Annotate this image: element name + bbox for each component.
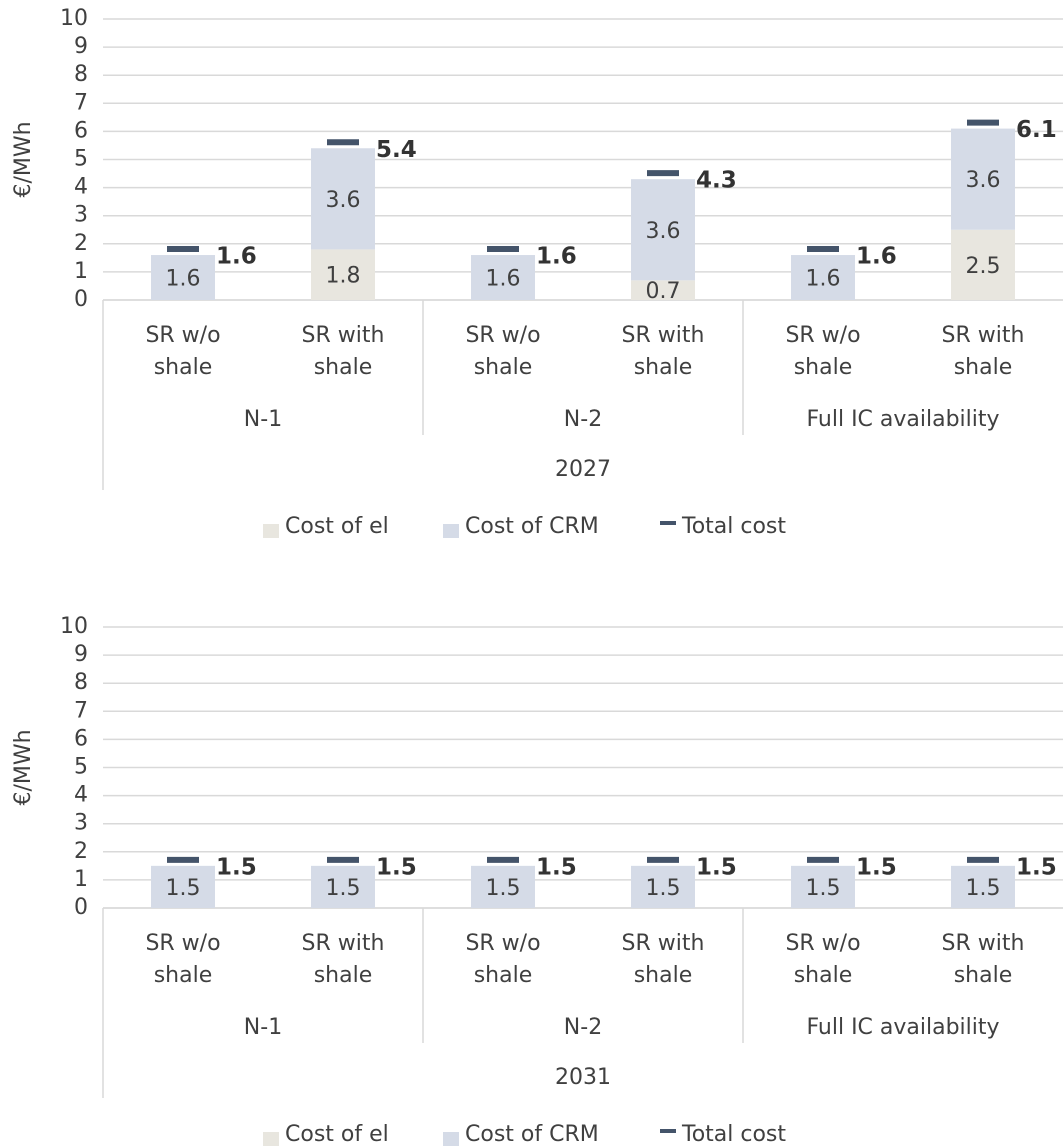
bar-label: 1.6 bbox=[806, 267, 841, 292]
total-label: 1.5 bbox=[376, 854, 417, 880]
y-tick-label: 0 bbox=[74, 287, 88, 312]
y-tick-label: 9 bbox=[74, 34, 88, 59]
y-tick-label: 8 bbox=[74, 62, 88, 87]
total-label: 1.5 bbox=[696, 854, 737, 880]
y-tick-label: 7 bbox=[74, 90, 88, 115]
bar-segment bbox=[471, 255, 535, 300]
y-tick-label: 7 bbox=[74, 698, 88, 723]
total-label: 1.5 bbox=[1016, 854, 1057, 880]
bar-segment bbox=[311, 249, 375, 300]
y-axis-label: €/MWh bbox=[11, 121, 36, 197]
bar-segment bbox=[631, 865, 695, 908]
legend-label: Total cost bbox=[681, 514, 786, 539]
y-tick-label: 2 bbox=[74, 231, 88, 256]
x-tick-label: SR w/o shale bbox=[145, 323, 221, 380]
x-tick-label: SR w/o shale bbox=[465, 931, 541, 988]
bar-label: 1.5 bbox=[166, 876, 201, 901]
bar-segment bbox=[791, 255, 855, 300]
bar-segment bbox=[951, 865, 1015, 908]
bar-segment bbox=[951, 229, 1015, 300]
bar-segment bbox=[151, 255, 215, 300]
bar-label: 3.6 bbox=[326, 188, 361, 213]
x-tick-label: SR w/o shale bbox=[785, 323, 861, 380]
y-tick-label: 2 bbox=[74, 839, 88, 864]
y-tick-label: 10 bbox=[60, 6, 88, 31]
group-label: N-1 bbox=[244, 1015, 282, 1040]
bar-label: 1.6 bbox=[486, 267, 521, 292]
bar-label: 1.5 bbox=[806, 876, 841, 901]
total-label: 1.6 bbox=[216, 244, 257, 270]
legend-swatch bbox=[263, 524, 279, 538]
x-tick-label: SR w/o shale bbox=[145, 931, 221, 988]
bar-segment bbox=[631, 280, 695, 300]
bar-label: 1.5 bbox=[486, 876, 521, 901]
total-label: 1.5 bbox=[536, 854, 577, 880]
legend-label: Cost of CRM bbox=[465, 1122, 599, 1147]
total-label: 1.6 bbox=[856, 244, 897, 270]
total-label: 1.5 bbox=[856, 854, 897, 880]
year-label: 2027 bbox=[555, 457, 611, 482]
bar-label: 3.6 bbox=[966, 168, 1001, 193]
legend-label: Cost of CRM bbox=[465, 514, 599, 539]
legend-swatch bbox=[263, 1132, 279, 1146]
bar-label: 0.7 bbox=[646, 279, 681, 304]
x-tick-label: SR with shale bbox=[301, 323, 385, 380]
legend-label: Cost of el bbox=[285, 1122, 389, 1147]
y-tick-label: 3 bbox=[74, 203, 88, 228]
legend-label: Cost of el bbox=[285, 514, 389, 539]
group-label: Full IC availability bbox=[806, 407, 999, 432]
x-tick-label: SR w/o shale bbox=[465, 323, 541, 380]
bar-segment bbox=[151, 865, 215, 908]
bar-label: 1.5 bbox=[966, 876, 1001, 901]
x-tick-label: SR with shale bbox=[621, 931, 705, 988]
x-tick-label: SR with shale bbox=[301, 931, 385, 988]
x-tick-label: SR with shale bbox=[621, 323, 705, 380]
bar-label: 1.5 bbox=[646, 876, 681, 901]
bar-label: 1.8 bbox=[326, 264, 361, 289]
x-tick-label: SR with shale bbox=[941, 931, 1025, 988]
y-tick-label: 5 bbox=[74, 755, 88, 780]
legend-label: Total cost bbox=[681, 1122, 786, 1147]
y-tick-label: 6 bbox=[74, 118, 88, 143]
legend-swatch bbox=[443, 1132, 459, 1146]
x-tick-label: SR with shale bbox=[941, 323, 1025, 380]
bar-segment bbox=[311, 865, 375, 908]
y-tick-label: 5 bbox=[74, 147, 88, 172]
y-tick-label: 4 bbox=[74, 783, 88, 808]
group-label: N-2 bbox=[564, 407, 602, 432]
bar-segment bbox=[951, 128, 1015, 230]
bar-segment bbox=[471, 865, 535, 908]
bar-label: 1.5 bbox=[326, 876, 361, 901]
y-axis-label: €/MWh bbox=[11, 729, 36, 805]
x-tick-label: SR w/o shale bbox=[785, 931, 861, 988]
y-tick-label: 9 bbox=[74, 642, 88, 667]
group-label: N-2 bbox=[564, 1015, 602, 1040]
total-label: 1.6 bbox=[536, 244, 577, 270]
total-label: 5.4 bbox=[376, 137, 417, 163]
y-tick-label: 4 bbox=[74, 175, 88, 200]
bar-label: 1.6 bbox=[166, 267, 201, 292]
bar-segment bbox=[791, 865, 855, 908]
y-tick-label: 3 bbox=[74, 811, 88, 836]
group-label: N-1 bbox=[244, 407, 282, 432]
y-tick-label: 0 bbox=[74, 895, 88, 920]
y-tick-label: 10 bbox=[60, 614, 88, 639]
y-tick-label: 1 bbox=[74, 867, 88, 892]
bar-segment bbox=[311, 148, 375, 250]
y-tick-label: 1 bbox=[74, 259, 88, 284]
total-label: 4.3 bbox=[696, 168, 737, 194]
bar-label: 2.5 bbox=[966, 254, 1001, 279]
bar-segment bbox=[631, 179, 695, 281]
legend-swatch bbox=[443, 524, 459, 538]
y-tick-label: 8 bbox=[74, 670, 88, 695]
bar-label: 3.6 bbox=[646, 219, 681, 244]
total-label: 6.1 bbox=[1016, 117, 1057, 143]
y-tick-label: 6 bbox=[74, 726, 88, 751]
year-label: 2031 bbox=[555, 1065, 611, 1090]
group-label: Full IC availability bbox=[806, 1015, 999, 1040]
total-label: 1.5 bbox=[216, 854, 257, 880]
